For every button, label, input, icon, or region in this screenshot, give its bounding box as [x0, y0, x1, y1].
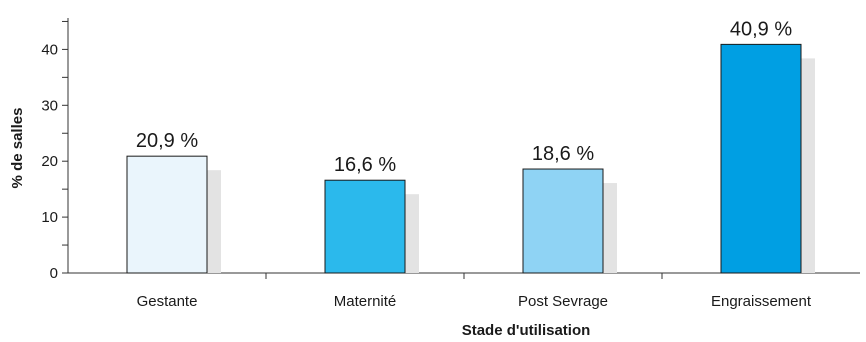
x-tick-label: Gestante [137, 293, 198, 310]
y-tick-label: 10 [41, 209, 58, 226]
y-tick-label: 40 [41, 41, 58, 58]
x-axis: Gestante Maternité Post Sevrage Engraisseme… [62, 272, 860, 310]
x-tick-label: Engraissement [711, 293, 812, 310]
data-label: 18,6 % [532, 143, 594, 165]
bar [522, 168, 604, 274]
x-axis-title: Stade d'utilisation [462, 322, 591, 339]
bar [720, 43, 802, 274]
y-tick-label: 20 [41, 153, 58, 170]
data-label: 16,6 % [334, 154, 396, 176]
bar [324, 179, 406, 274]
data-label: 40,9 % [730, 18, 792, 40]
y-tick-label: 0 [50, 265, 58, 282]
data-label: 20,9 % [136, 130, 198, 152]
y-axis: 0 10 20 30 40 [41, 18, 69, 282]
bars-group: 20,9 % 16,6 % 18,6 % 40,9 % [126, 18, 815, 274]
x-tick-label: Maternité [334, 293, 397, 310]
x-tick-label: Post Sevrage [518, 293, 608, 310]
y-axis-title: % de salles [9, 108, 26, 189]
y-tick-label: 30 [41, 97, 58, 114]
bar [126, 155, 208, 274]
